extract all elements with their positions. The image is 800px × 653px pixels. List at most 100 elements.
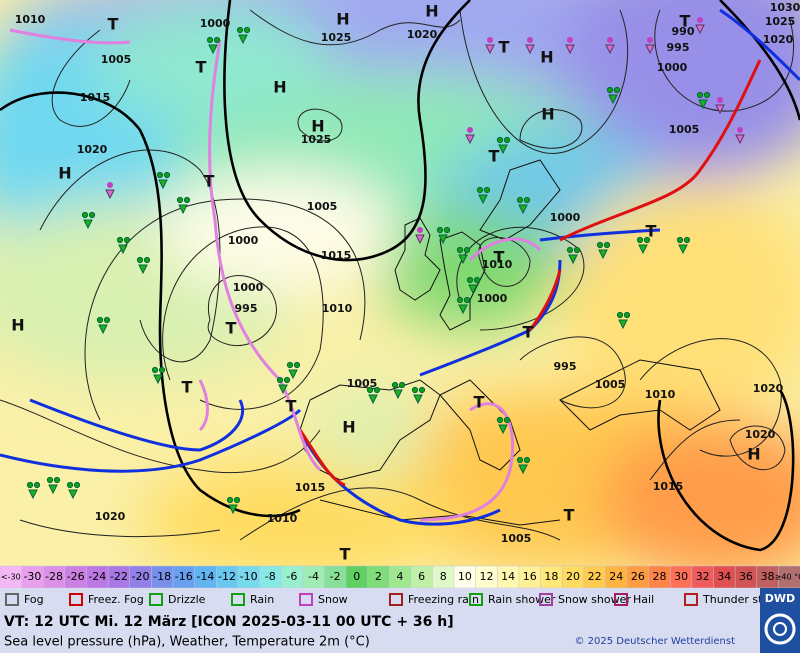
scale-label: -26 — [67, 570, 85, 583]
pressure-center: H — [342, 418, 355, 437]
rain-dot — [613, 86, 621, 94]
legend-icon — [389, 593, 403, 606]
scale-label: -28 — [45, 570, 63, 583]
scale-label: -12 — [218, 570, 236, 583]
snow-dot — [647, 37, 653, 43]
pressure-center: T — [646, 222, 657, 241]
snow-dot — [467, 127, 473, 133]
rain-dot — [623, 311, 631, 319]
rain-dot — [466, 276, 474, 284]
rain-dot — [473, 276, 481, 284]
rain-dot — [163, 171, 171, 179]
shape — [419, 259, 562, 377]
isobar-label: 1000 — [550, 211, 581, 224]
snow-shower — [105, 189, 115, 200]
shape — [559, 359, 721, 431]
pressure-center: H — [58, 164, 71, 183]
pressure-center: H — [336, 10, 349, 29]
pressure-center: T — [286, 397, 297, 416]
isobar-label: 1020 — [407, 28, 438, 41]
rain-dot — [236, 26, 244, 34]
rain-dot — [156, 171, 164, 179]
pressure-center: T — [564, 506, 575, 525]
rain-dot — [603, 241, 611, 249]
shape — [84, 198, 366, 421]
rain-dot — [373, 386, 381, 394]
legend-label: Drizzle — [168, 593, 206, 606]
legend-label: Freezing rain — [408, 593, 479, 606]
pressure-center: T — [340, 545, 351, 564]
scale-label: -24 — [88, 570, 106, 583]
scale-label: 0 — [353, 570, 360, 583]
scale-label: 16 — [523, 570, 537, 583]
scale-label: -4 — [308, 570, 319, 583]
isobar-label: 1005 — [101, 53, 132, 66]
scale-label: 34 — [717, 570, 731, 583]
isobar-label: 1025 — [321, 31, 352, 44]
isobar-label: 1005 — [307, 200, 338, 213]
scale-label: 8 — [440, 570, 447, 583]
rain-dot — [283, 376, 291, 384]
rain-dot — [496, 416, 504, 424]
pressure-center: T — [204, 172, 215, 191]
shower-symbol — [158, 179, 168, 190]
isobar-label: 995 — [667, 41, 690, 54]
rain-dot — [158, 366, 166, 374]
isobar-label: 1020 — [95, 510, 126, 523]
scale-label: 38 — [761, 570, 775, 583]
snow-dot — [697, 17, 703, 23]
scale-label: 22 — [588, 570, 602, 583]
pressure-center: T — [196, 58, 207, 77]
scale-label: 10 — [458, 570, 472, 583]
snow-shower — [645, 44, 655, 55]
shower-symbol — [498, 144, 508, 155]
shower-symbol — [83, 219, 93, 230]
rain-dot — [233, 496, 241, 504]
shape — [419, 402, 515, 522]
rain-dot — [696, 91, 704, 99]
isobar-label: 1015 — [295, 481, 326, 494]
shape — [519, 109, 583, 149]
snow-dot — [527, 37, 533, 43]
fronts — [0, 8, 800, 526]
pressure-center: T — [474, 393, 485, 412]
rain-dot — [206, 36, 214, 44]
rain-dot — [636, 236, 644, 244]
coastlines — [299, 159, 721, 526]
isobar-label: 1020 — [763, 33, 794, 46]
shape — [0, 408, 302, 473]
rain-dot — [616, 311, 624, 319]
shower-symbol — [28, 489, 38, 500]
shape — [639, 338, 782, 457]
logo-emblem — [764, 613, 796, 645]
shape — [239, 487, 561, 541]
shape — [162, 226, 324, 410]
shower-symbol — [638, 244, 648, 255]
rain-dot — [443, 226, 451, 234]
shower-symbol — [98, 324, 108, 335]
shower-symbol — [238, 34, 248, 45]
isobar-label: 1010 — [267, 512, 298, 525]
isobar-label: 1005 — [347, 377, 378, 390]
snow-shower — [715, 104, 725, 115]
shape — [249, 9, 461, 46]
isobar-label: 995 — [235, 302, 258, 315]
rain-dot — [398, 381, 406, 389]
rain-dot — [46, 476, 54, 484]
isobar-label: 1000 — [657, 61, 688, 74]
legend-icon — [149, 593, 163, 606]
shower-symbol — [468, 284, 478, 295]
legend-icon — [299, 593, 313, 606]
legend-icon — [469, 593, 483, 606]
footer-bg — [0, 612, 760, 653]
pressure-center: T — [182, 378, 193, 397]
scale-label: -20 — [132, 570, 150, 583]
shape — [719, 0, 800, 121]
snow-shower — [485, 44, 495, 55]
shape — [9, 28, 322, 472]
snow-dot — [417, 227, 423, 233]
rain-dot — [243, 26, 251, 34]
